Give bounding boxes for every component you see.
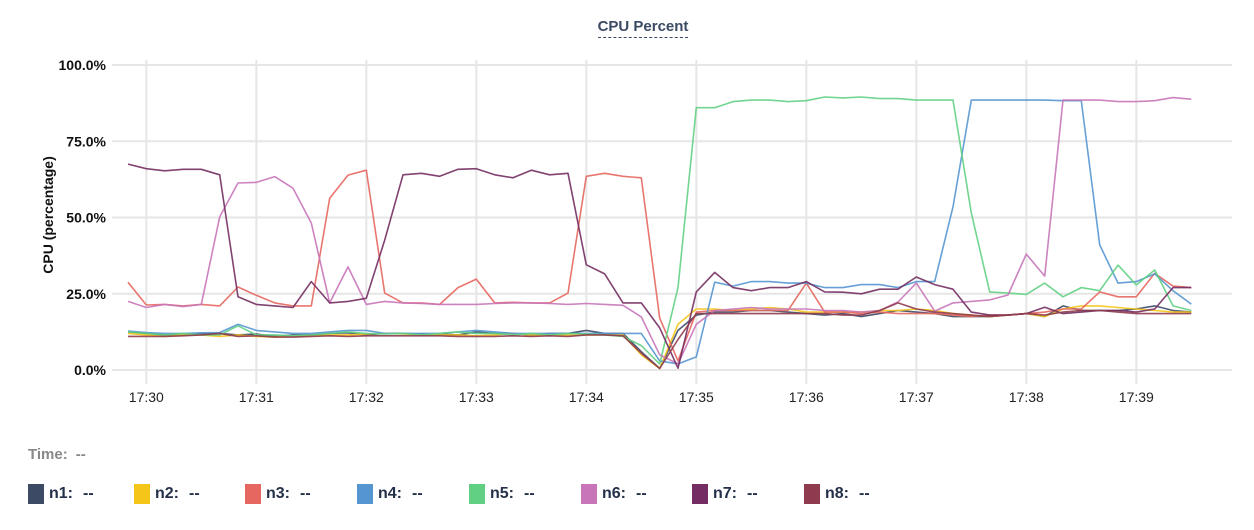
legend-item-n7: n7: -- xyxy=(692,484,758,504)
y-axis-ticks: 0.0% 25.0% 50.0% 75.0% 100.0% xyxy=(59,57,107,378)
legend-label: n8: xyxy=(825,485,849,502)
legend-value: -- xyxy=(859,485,870,502)
legend-item-n5: n5: -- xyxy=(469,484,535,504)
x-tick-label: 17:31 xyxy=(239,389,274,405)
legend-swatch xyxy=(469,484,485,504)
chart-title[interactable]: CPU Percent xyxy=(0,18,1254,38)
legend-label: n6: xyxy=(602,485,626,502)
x-tick-label: 17:37 xyxy=(899,389,934,405)
x-axis-ticks: 17:30 17:31 17:32 17:33 17:34 17:35 17:36 17:37… xyxy=(129,389,1154,405)
legend-value: -- xyxy=(524,485,535,502)
legend-swatch xyxy=(357,484,373,504)
legend-swatch xyxy=(134,484,150,504)
y-tick-label: 25.0% xyxy=(66,286,106,302)
legend-swatch xyxy=(581,484,597,504)
legend-value: -- xyxy=(412,485,423,502)
series-lines[interactable] xyxy=(127,96,1192,370)
legend-item-n4: n4: -- xyxy=(357,484,423,504)
series-line-n5[interactable] xyxy=(127,96,1192,365)
legend-value: -- xyxy=(747,485,758,502)
time-label: Time: xyxy=(28,446,68,463)
x-tick-label: 17:39 xyxy=(1119,389,1154,405)
legend-item-n2: n2: -- xyxy=(134,484,200,504)
series-line-n8[interactable] xyxy=(128,302,1192,370)
legend-value: -- xyxy=(636,485,647,502)
legend-item-n3: n3: -- xyxy=(245,484,311,504)
y-tick-label: 50.0% xyxy=(66,210,106,226)
y-axis-label: CPU (percentage) xyxy=(40,156,56,274)
legend-item-n8: n8: -- xyxy=(804,484,870,504)
legend-label: n3: xyxy=(266,485,290,502)
x-tick-label: 17:33 xyxy=(459,389,494,405)
legend-label: n4: xyxy=(378,485,402,502)
legend-label: n1: xyxy=(49,485,73,502)
x-tick-label: 17:35 xyxy=(679,389,714,405)
y-tick-label: 75.0% xyxy=(66,133,106,149)
x-tick-label: 17:30 xyxy=(129,389,164,405)
legend-swatch xyxy=(245,484,261,504)
legend-value: -- xyxy=(300,485,311,502)
legend-swatch xyxy=(804,484,820,504)
x-tick-label: 17:38 xyxy=(1009,389,1044,405)
x-tick-label: 17:36 xyxy=(789,389,824,405)
series-line-n6[interactable] xyxy=(127,96,1192,365)
y-tick-label: 0.0% xyxy=(74,362,106,378)
legend-swatch xyxy=(692,484,708,504)
time-value: -- xyxy=(75,446,86,463)
legend-value: -- xyxy=(189,485,200,502)
y-tick-label: 100.0% xyxy=(59,57,107,73)
legend-label: n5: xyxy=(490,485,514,502)
legend-label: n7: xyxy=(713,485,737,502)
x-tick-label: 17:32 xyxy=(349,389,384,405)
series-line-n4[interactable] xyxy=(127,99,1192,365)
x-tick-label: 17:34 xyxy=(569,389,604,405)
legend-item-n6: n6: -- xyxy=(581,484,647,504)
legend-item-n1: n1: -- xyxy=(28,484,94,504)
hover-time: Time: -- xyxy=(28,446,86,463)
legend-value: -- xyxy=(83,485,94,502)
legend-label: n2: xyxy=(155,485,179,502)
legend-swatch xyxy=(28,484,44,504)
chart-title-text[interactable]: CPU Percent xyxy=(597,18,689,38)
